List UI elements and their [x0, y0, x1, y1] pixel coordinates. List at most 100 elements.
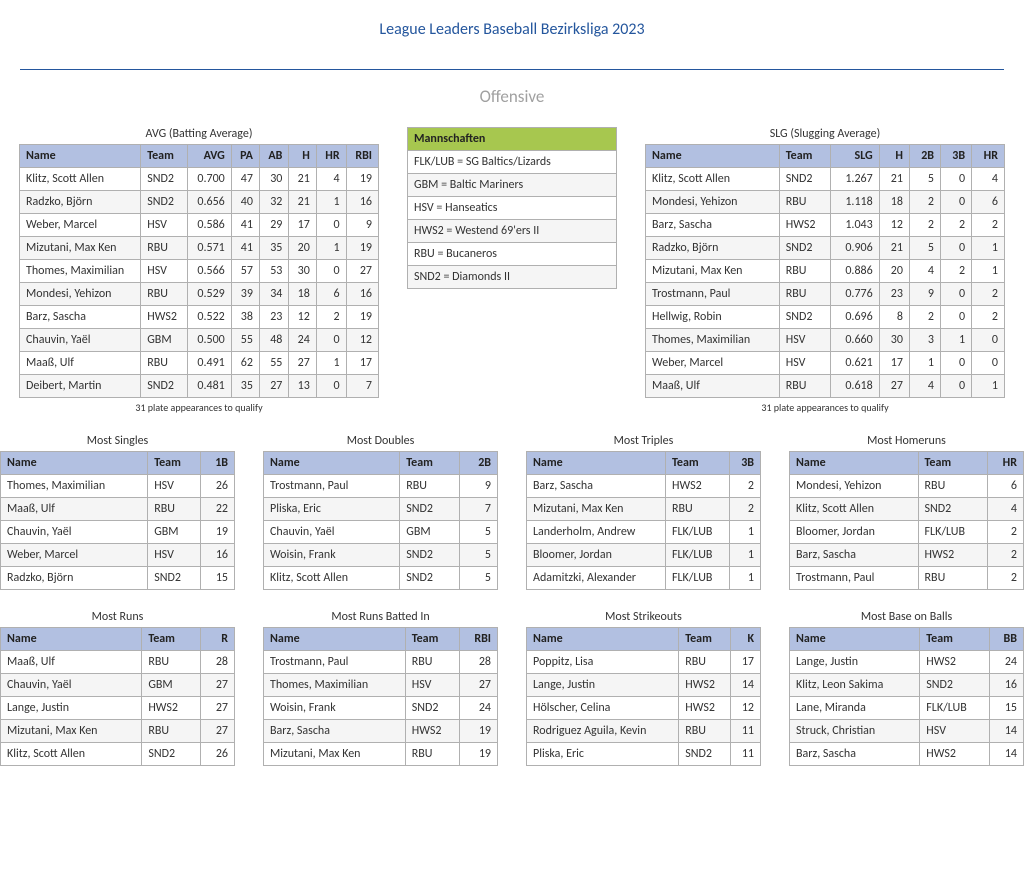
cell: Trostmann, Paul: [646, 283, 780, 306]
table-row: Pliska, EricSND27: [264, 498, 498, 521]
col-header: 2B: [909, 145, 940, 168]
cell: 55: [259, 352, 288, 375]
cell: 0: [941, 283, 972, 306]
cell: Radzko, Björn: [646, 237, 780, 260]
cell: Rodriguez Aguila, Kevin: [527, 720, 679, 743]
cell: Woisin, Frank: [264, 697, 406, 720]
cell: 0.586: [187, 214, 231, 237]
cell: 1.118: [831, 191, 880, 214]
col-header: Name: [790, 628, 920, 651]
cell: Adamitzki, Alexander: [527, 567, 666, 590]
cell: 57: [231, 260, 259, 283]
cell: 47: [231, 168, 259, 191]
cell: HWS2: [666, 475, 730, 498]
cell: 5: [459, 544, 498, 567]
cell: Mizutani, Max Ken: [527, 498, 666, 521]
cell: 16: [346, 191, 378, 214]
cell: GBM: [148, 521, 201, 544]
cell: 30: [879, 329, 909, 352]
cell: Maaß, Ulf: [1, 651, 142, 674]
table-row: Trostmann, PaulRBU28: [264, 651, 498, 674]
cell: RBU: [142, 720, 200, 743]
cell: Thomes, Maximilian: [1, 475, 148, 498]
cell: 5: [909, 237, 940, 260]
col-header: Team: [142, 628, 200, 651]
cell: 0: [941, 168, 972, 191]
cell: Mizutani, Max Ken: [20, 237, 141, 260]
cell: 12: [346, 329, 378, 352]
table-row: Adamitzki, AlexanderFLK/LUB1: [527, 567, 761, 590]
cell: 2: [988, 521, 1024, 544]
cell: Mizutani, Max Ken: [646, 260, 780, 283]
stat-block: Most HomerunsNameTeamHRMondesi, YehizonR…: [789, 434, 1024, 590]
stat-block: Most Base on BallsNameTeamBBLange, Justi…: [789, 610, 1024, 766]
cell: RBU: [400, 475, 459, 498]
cell: 0: [316, 260, 346, 283]
slg-header-row: NameTeamSLGH2B3BHR: [646, 145, 1005, 168]
stat-table: NameTeamKPoppitz, LisaRBU17Lange, Justin…: [526, 627, 761, 766]
table-row: Mizutani, Max KenRBU27: [1, 720, 235, 743]
cell: 30: [289, 260, 316, 283]
cell: 3: [909, 329, 940, 352]
cell: HWS2: [405, 720, 459, 743]
table-row: Barz, SaschaHWS21.04312222: [646, 214, 1005, 237]
table-row: Radzko, BjörnSND20.656403221116: [20, 191, 379, 214]
stat-block: Most RunsNameTeamRMaaß, UlfRBU28Chauvin,…: [0, 610, 235, 766]
cell: Klitz, Scott Allen: [790, 498, 919, 521]
cell: SND2 = Diamonds II: [408, 266, 617, 289]
cell: Mizutani, Max Ken: [264, 743, 406, 766]
section-title: Offensive: [0, 86, 1024, 107]
cell: 12: [879, 214, 909, 237]
cell: 1: [909, 352, 940, 375]
cell: 0: [316, 329, 346, 352]
col-header: Name: [264, 628, 406, 651]
cell: SND2: [779, 237, 830, 260]
cell: Weber, Marcel: [646, 352, 780, 375]
col-header: Team: [679, 628, 730, 651]
stat-title: Most Doubles: [263, 434, 498, 448]
cell: Barz, Sascha: [790, 743, 920, 766]
cell: 4: [909, 375, 940, 398]
cell: Thomes, Maximilian: [20, 260, 141, 283]
stat-table: NameTeam1BThomes, MaximilianHSV26Maaß, U…: [0, 451, 235, 590]
cell: Thomes, Maximilian: [264, 674, 406, 697]
cell: 9: [459, 475, 498, 498]
col-header: Team: [141, 145, 188, 168]
cell: Barz, Sascha: [646, 214, 780, 237]
stat-table: NameTeam3BBarz, SaschaHWS22Mizutani, Max…: [526, 451, 761, 590]
table-row: Bloomer, JordanFLK/LUB1: [527, 544, 761, 567]
table-row: Hölscher, CelinaHWS212: [527, 697, 761, 720]
stat-header-row: NameTeam3B: [527, 452, 761, 475]
cell: 20: [289, 237, 316, 260]
table-row: Rodriguez Aguila, KevinRBU11: [527, 720, 761, 743]
cell: 2: [988, 544, 1024, 567]
table-row: Lange, JustinHWS227: [1, 697, 235, 720]
col-header: PA: [231, 145, 259, 168]
cell: 23: [879, 283, 909, 306]
cell: HSV: [779, 329, 830, 352]
avg-table: NameTeamAVGPAABHHRRBI Klitz, Scott Allen…: [19, 144, 379, 398]
cell: 14: [730, 674, 760, 697]
cell: 62: [231, 352, 259, 375]
stat-header-row: NameTeam1B: [1, 452, 235, 475]
cell: 21: [879, 168, 909, 191]
cell: 16: [989, 674, 1023, 697]
col-header: Team: [148, 452, 201, 475]
cell: Chauvin, Yaël: [1, 674, 142, 697]
col-header: 3B: [941, 145, 972, 168]
cell: 0: [972, 352, 1005, 375]
table-row: Weber, MarcelHSV0.62117100: [646, 352, 1005, 375]
teams-body: FLK/LUB = SG Baltics/LizardsGBM = Baltic…: [408, 151, 617, 289]
cell: 26: [200, 743, 234, 766]
stat-body: Barz, SaschaHWS22Mizutani, Max KenRBU2La…: [527, 475, 761, 590]
cell: 24: [460, 697, 498, 720]
cell: Hellwig, Robin: [646, 306, 780, 329]
cell: RBU = Bucaneros: [408, 243, 617, 266]
col-header: Name: [20, 145, 141, 168]
cell: 32: [259, 191, 288, 214]
cell: Pliska, Eric: [264, 498, 400, 521]
table-row: Mizutani, Max KenRBU0.88620421: [646, 260, 1005, 283]
stat-title: Most Base on Balls: [789, 610, 1024, 624]
cell: 0: [941, 191, 972, 214]
cell: 2: [972, 214, 1005, 237]
